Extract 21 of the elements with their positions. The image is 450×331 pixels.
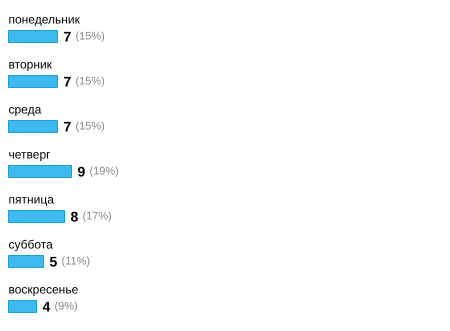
y-tick-label: среда <box>8 102 42 116</box>
bar <box>8 30 58 43</box>
y-tick-label: четверг <box>8 148 52 162</box>
data-label: 5 (11%) <box>50 254 90 270</box>
data-label: 8 (17%) <box>70 208 112 224</box>
bar <box>8 300 37 313</box>
bar <box>8 255 44 268</box>
bar <box>8 75 58 88</box>
data-label: 7 (15%) <box>64 28 105 44</box>
data-label: 4 (9%) <box>42 298 78 314</box>
y-tick-label: воскресенье <box>8 282 79 296</box>
data-label: 7 (15%) <box>64 74 105 90</box>
bar <box>8 120 58 133</box>
bar <box>8 210 65 223</box>
bar <box>8 165 72 178</box>
data-label: 7 (15%) <box>64 118 105 134</box>
y-tick-label: суббота <box>8 238 54 252</box>
data-label: 9 (19%) <box>78 164 119 180</box>
y-tick-label: вторник <box>8 58 53 72</box>
y-tick-label: пятница <box>8 192 54 206</box>
y-tick-label: понедельник <box>8 12 81 26</box>
